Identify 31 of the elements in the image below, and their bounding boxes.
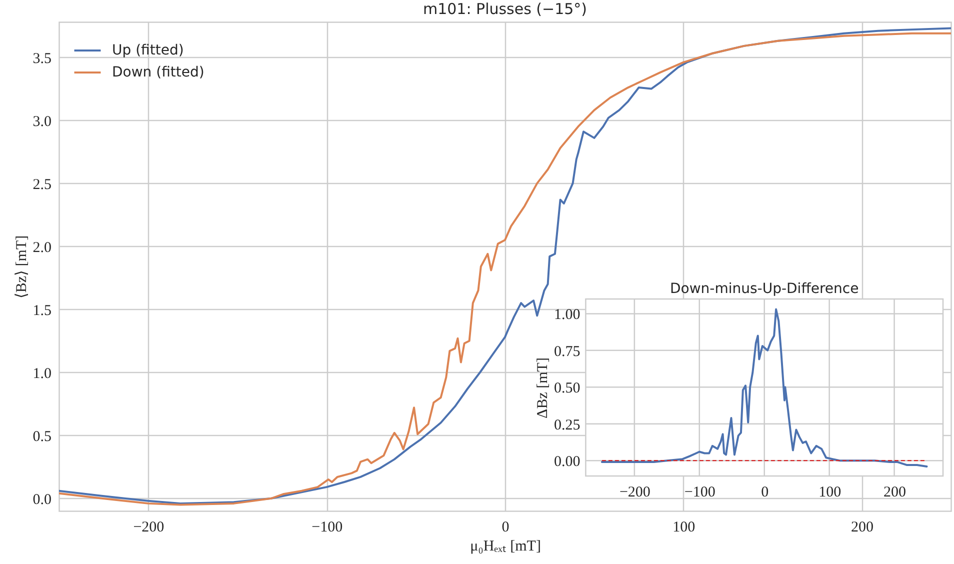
legend-label: Down (fitted): [112, 64, 204, 80]
x-tick-label: −200: [619, 484, 650, 500]
x-tick-label: −100: [684, 484, 716, 500]
y-tick-label: 0.5: [32, 428, 52, 445]
x-tick-label: 200: [851, 520, 874, 536]
x-axis-title: μ₀Hₑₓₜ [mT]: [470, 538, 541, 554]
y-axis-title: ⟨Bz⟩ [mT]: [14, 235, 30, 299]
y-tick-label: 1.5: [32, 302, 52, 319]
y-tick-label: 0.75: [554, 344, 580, 360]
legend-label: Up (fitted): [112, 42, 184, 58]
x-tick-label: −200: [133, 520, 164, 536]
y-tick-label: 1.00: [554, 307, 580, 324]
y-tick-label: 3.0: [32, 114, 52, 130]
x-tick-label: 100: [672, 520, 696, 536]
y-tick-label: 3.5: [32, 50, 52, 67]
y-tick-label: 2.0: [32, 240, 52, 256]
y-tick-label: 0.0: [32, 492, 52, 508]
y-tick-label: 2.5: [32, 176, 52, 193]
x-tick-label: 100: [818, 484, 842, 500]
chart-title: Down-minus-Up-Difference: [670, 281, 859, 297]
y-axis-title: ΔBz [mT]: [534, 358, 551, 418]
x-tick-label: −100: [312, 520, 343, 536]
y-tick-label: 0.25: [554, 417, 580, 434]
chart-title: m101: Plusses (−15°): [422, 0, 588, 18]
y-tick-label: 0.00: [554, 454, 580, 470]
x-tick-label: 0: [502, 520, 510, 536]
x-tick-label: 200: [884, 484, 906, 500]
x-tick-label: 0: [761, 484, 769, 500]
y-tick-label: 0.50: [554, 380, 580, 397]
y-tick-label: 1.0: [32, 366, 52, 382]
line-series: [600, 308, 928, 468]
